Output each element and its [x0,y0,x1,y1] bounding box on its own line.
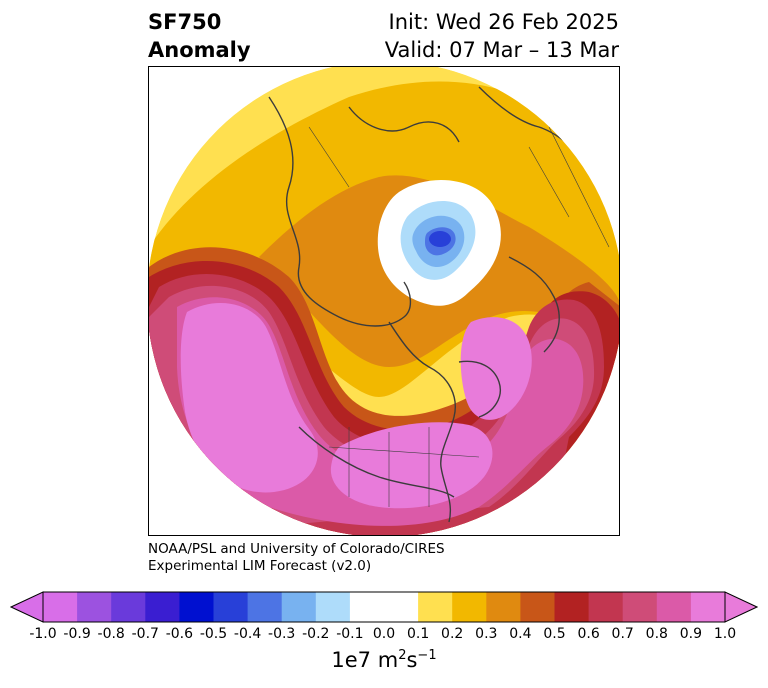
init-date: Init: Wed 26 Feb 2025 [388,10,619,34]
colorbar-tick-label: 1.0 [713,626,737,642]
colorbar-tick-label: 0.9 [679,626,703,642]
colorbar-tick-label: 0.0 [372,626,396,642]
colorbar-tick-label: -0.5 [199,626,228,642]
colorbar-bin [418,592,453,622]
colorbar-extend-low [10,591,44,623]
colorbar-tick-label: -1.0 [29,626,57,642]
colorbar-tick-label: -0.1 [336,626,364,642]
colorbar-bin [656,592,692,622]
colorbar-bin [452,592,487,622]
colorbar-tick-label: 0.3 [475,626,498,642]
colorbar-bin [43,592,78,622]
colorbar-tick-label: -0.3 [268,626,296,642]
title-block: SF750 Anomaly [148,8,251,64]
colorbar-bin [145,592,180,622]
colorbar-bin [111,592,146,622]
colorbar-label-exp2: −1 [417,648,437,663]
colorbar-tick-label: -0.7 [131,626,159,642]
title-anomaly: Anomaly [148,38,251,62]
valid-range: Valid: 07 Mar – 13 Mar [384,38,619,62]
colorbar-extend-high [724,591,758,623]
colorbar-tick-label: 0.1 [406,626,430,642]
colorbar-label-mid: s [406,648,418,672]
map-panel [148,66,620,536]
anomaly-fill-1-0-atlantic [460,317,532,420]
colorbar-bin [690,592,726,622]
colorbar-outline [42,591,726,623]
colorbar-tick-label: -0.4 [233,626,262,642]
colorbar-bin [588,592,624,622]
colorbar-tick-label: 0.4 [509,626,532,642]
colorbar-bin [247,592,283,622]
colorbar-bins [43,592,726,622]
coastlines [268,86,610,523]
date-block: Init: Wed 26 Feb 2025 Valid: 07 Mar – 13… [385,8,619,64]
colorbar-label-exp1: 2 [398,648,407,663]
colorbar-tick-label: 0.8 [645,626,668,642]
colorbar-bin [77,592,112,622]
colorbar-bin [315,592,351,622]
colorbar-label-base: 1e7 m [331,648,399,672]
colorbar-bin [486,592,521,622]
credit-block: NOAA/PSL and University of Colorado/CIRE… [148,541,445,575]
anomaly-fill-1-0-us [330,422,493,509]
colorbar-bin [520,592,555,622]
colorbar-bin [384,592,419,622]
colorbar-tick-label: -0.9 [63,626,91,642]
colorbar-tick-label: -0.6 [165,626,194,642]
colorbar-bin [622,592,658,622]
anomaly-fill-1-0-pacific [180,303,318,493]
colorbar-label: 1e7 m2s−1 [0,648,768,672]
credit-line2: Experimental LIM Forecast (v2.0) [148,558,372,574]
colorbar-tick-label: 0.6 [577,626,600,642]
anomaly-map [149,67,619,535]
borders [308,126,610,507]
colorbar-tick-label: -0.8 [97,626,125,642]
colorbar-tick-label: 0.2 [441,626,464,642]
colorbar-bin [213,592,249,622]
colorbar-bin [281,592,317,622]
colorbar [10,591,758,623]
anomaly-fill-neg-0-5 [429,231,451,247]
colorbar-tick-label: 0.5 [543,626,566,642]
colorbar-tick-label: -0.2 [302,626,330,642]
credit-line1: NOAA/PSL and University of Colorado/CIRE… [148,541,445,557]
colorbar-bin [554,592,590,622]
colorbar-bin [179,592,214,622]
title-variable: SF750 [148,10,222,34]
colorbar-tick-label: 0.7 [611,626,634,642]
colorbar-bin [349,592,385,622]
